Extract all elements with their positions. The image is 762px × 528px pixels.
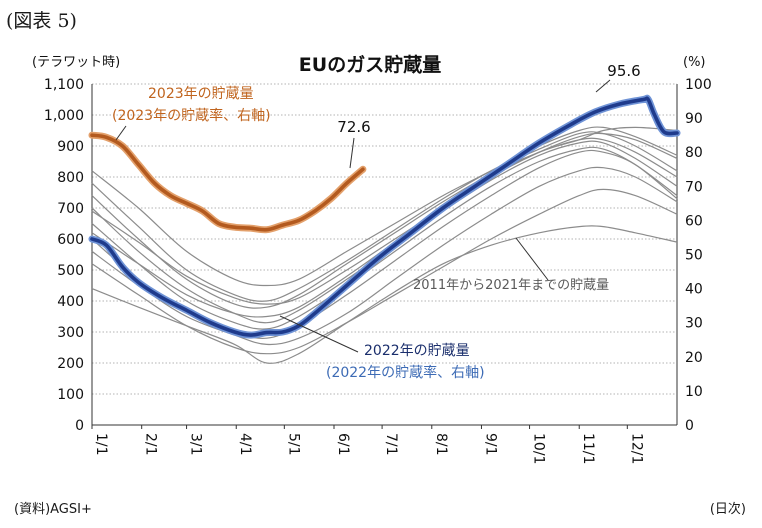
- right-tick-label: 40: [685, 282, 703, 298]
- left-tick-label: 400: [57, 294, 84, 310]
- history-series-line: [91, 137, 678, 309]
- annotation-2022-rate: (2022年の貯蔵率、右軸): [326, 364, 485, 381]
- left-tick-label: 900: [57, 139, 84, 155]
- right-tick-label: 50: [685, 248, 703, 264]
- right-tick-label: 20: [685, 350, 703, 366]
- right-tick-label: 100: [685, 77, 712, 93]
- series-2022-line: [90, 96, 679, 337]
- series-lines: [88, 94, 681, 364]
- history-series-line: [91, 166, 678, 346]
- history-series-line: [91, 126, 678, 287]
- x-tick-label: 3/1: [188, 433, 204, 456]
- annotation-history: 2011年から2021年までの貯蔵量: [413, 278, 609, 293]
- annotation-2022-volume: 2022年の貯蔵量: [364, 343, 470, 359]
- left-tick-label: 500: [57, 263, 84, 279]
- left-tick-label: 700: [57, 201, 84, 217]
- leader-2023: [115, 125, 127, 141]
- right-tick-label: 90: [685, 111, 703, 127]
- leader-72-6: [349, 137, 355, 169]
- left-axis-unit: (テラワット時): [32, 55, 120, 70]
- right-tick-label: 80: [685, 145, 703, 161]
- annotation-2023-rate: (2023年の貯蔵率、右軸): [112, 107, 271, 124]
- source-note: (資料)AGSI+: [14, 502, 92, 517]
- x-tick-label: 5/1: [285, 433, 301, 456]
- history-series-line: [91, 188, 678, 355]
- left-tick-label: 1,100: [44, 77, 84, 93]
- series-2023-line: [90, 133, 365, 232]
- left-tick-label: 300: [57, 325, 84, 341]
- history-series-line: [91, 146, 678, 330]
- left-tick-label: 800: [57, 170, 84, 186]
- left-tick-label: 0: [75, 418, 84, 434]
- right-tick-label: 0: [685, 418, 694, 434]
- annotation-2023-volume: 2023年の貯蔵量: [148, 86, 254, 102]
- x-tick-label: 6/1: [335, 433, 351, 456]
- right-tick-label: 60: [685, 213, 703, 229]
- leader-2022: [279, 315, 359, 353]
- x-axis-ticks: 1/1 2/1 3/1 4/1 5/1 6/1 7/1 8/1 9/1 10/1 11/1 12/1: [91, 84, 678, 464]
- right-tick-label: 30: [685, 316, 703, 332]
- x-tick-label: 4/1: [237, 433, 253, 456]
- chart-title: EUのガス貯蔵量: [299, 53, 441, 76]
- x-tick-label: 2/1: [143, 433, 159, 456]
- x-tick-label: 11/1: [580, 433, 596, 464]
- history-series-line: [91, 225, 678, 364]
- leader-history: [515, 237, 549, 281]
- x-tick-label: 1/1: [93, 433, 109, 456]
- left-tick-label: 1,000: [44, 108, 84, 124]
- history-series-line: [91, 131, 678, 302]
- leader-95-6: [595, 79, 611, 93]
- x-tick-label: 10/1: [531, 433, 547, 464]
- right-axis-unit: (%): [683, 55, 706, 70]
- annotation-72-6: 72.6: [337, 118, 370, 136]
- right-tick-label: 10: [685, 384, 703, 400]
- annotation-leaders: [115, 79, 611, 353]
- x-tick-label: 8/1: [433, 433, 449, 456]
- figure-label: (図表 5): [6, 10, 77, 32]
- x-tick-label: 7/1: [383, 433, 399, 456]
- x-unit-note: (日次): [709, 502, 746, 517]
- left-tick-label: 600: [57, 232, 84, 248]
- annotation-95-6: 95.6: [607, 62, 640, 80]
- right-tick-label: 70: [685, 179, 703, 195]
- x-tick-label: 9/1: [482, 433, 498, 456]
- right-axis-ticks: 0 10 20 30 40 50 60 70 80 90 100: [685, 77, 712, 434]
- grid-lines: [92, 83, 677, 395]
- x-tick-label: 12/1: [628, 433, 644, 464]
- history-series-line: [91, 126, 678, 305]
- left-tick-label: 100: [57, 387, 84, 403]
- series-2023-halo: [88, 131, 367, 234]
- left-tick-label: 200: [57, 356, 84, 372]
- left-axis-ticks: 0 100 200 300 400 500 600 700 800 900 1,000 1,100: [44, 77, 84, 434]
